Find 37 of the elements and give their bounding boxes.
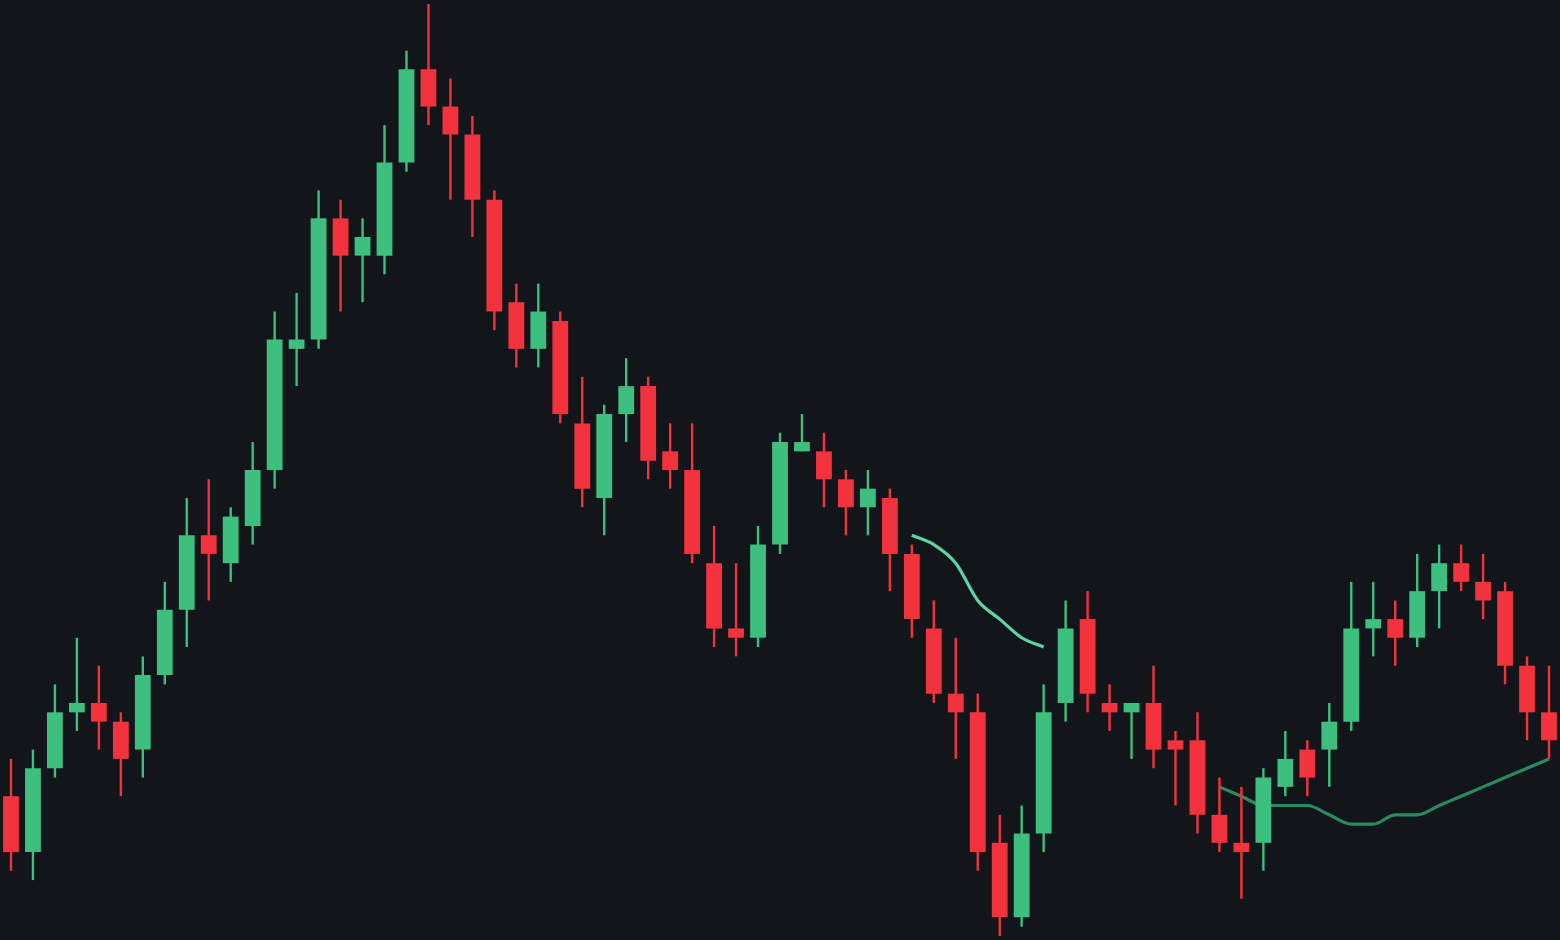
candlestick — [1431, 543, 1448, 630]
candlestick — [442, 77, 459, 201]
candlestick — [1321, 701, 1338, 789]
candlestick — [90, 664, 107, 751]
candlestick — [1101, 683, 1118, 733]
candlestick — [200, 478, 217, 602]
candlestick — [838, 468, 854, 537]
candlestick — [1123, 701, 1140, 761]
candlestick — [794, 412, 810, 453]
candlestick — [816, 431, 832, 509]
candlestick — [1211, 776, 1228, 854]
candlestick — [1167, 729, 1184, 807]
candlestick — [1387, 599, 1404, 667]
candlestick — [222, 506, 239, 584]
candlestick — [68, 636, 85, 733]
candlestick — [1519, 655, 1535, 742]
candlestick — [1365, 580, 1382, 658]
candlestick — [332, 198, 349, 313]
candlestick — [859, 468, 876, 537]
candlestick — [618, 356, 635, 444]
candlestick — [420, 2, 437, 127]
candlestick — [1409, 552, 1426, 649]
candlestick — [1145, 664, 1162, 770]
candlestick — [530, 282, 547, 369]
candlestick — [1277, 729, 1294, 798]
candlestick — [662, 422, 679, 490]
candlestick — [1475, 552, 1492, 621]
candlestick — [112, 711, 129, 798]
candlestick — [508, 282, 525, 369]
candlestick — [354, 217, 371, 304]
candlestick — [728, 562, 744, 658]
candlestick — [1453, 543, 1470, 593]
candlestick — [1299, 739, 1316, 798]
candlestick — [947, 636, 964, 761]
candlestick — [288, 291, 305, 388]
candlestick — [1233, 785, 1250, 900]
candlestick — [1541, 664, 1557, 761]
